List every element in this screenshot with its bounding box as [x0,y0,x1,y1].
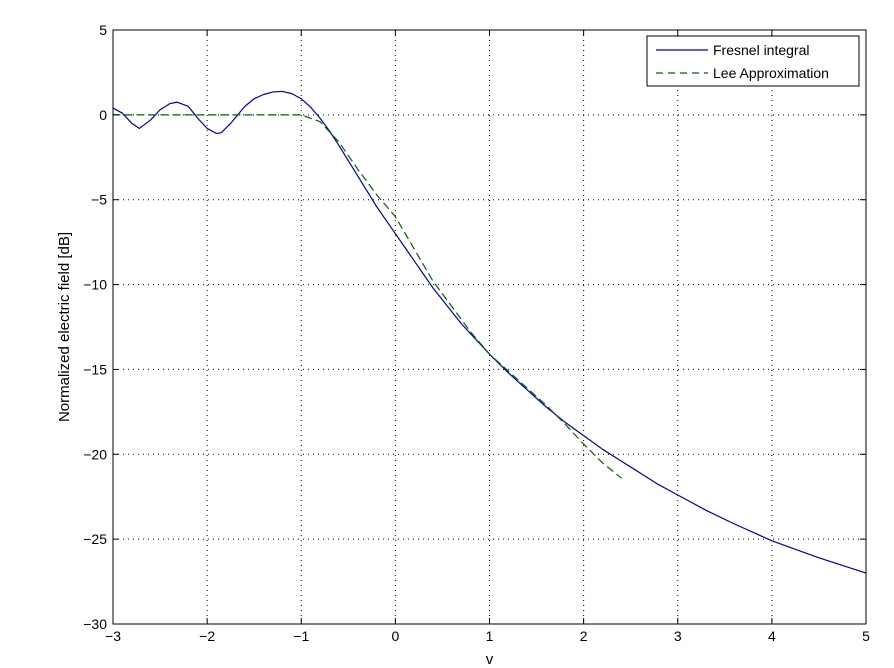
plot-area [113,30,866,624]
y-tick-label: −20 [83,446,107,462]
x-tick-label: −1 [293,628,309,644]
series-line-1 [112,114,622,479]
y-tick-label: −15 [83,361,107,377]
y-tick-label: 5 [99,22,107,38]
x-tick-label: 1 [486,628,494,644]
x-tick-label: 2 [580,628,588,644]
y-tick-label: 0 [99,107,107,123]
x-tick-label: 3 [674,628,682,644]
series-line-0 [112,90,867,574]
y-tick-label: −25 [83,531,107,547]
legend: Fresnel integral Lee Approximation [646,35,860,87]
legend-label-fresnel: Fresnel integral [713,42,810,58]
legend-box [646,35,860,87]
grid [113,30,866,624]
y-tick-label: −5 [91,192,107,208]
x-tick-label: 5 [862,628,870,644]
series-lines [112,90,867,574]
x-tick-label: 0 [391,628,399,644]
x-axis-label: v [486,651,494,668]
axis-ticks [112,29,867,625]
y-tick-label: −30 [83,616,107,632]
tick-labels: −3 −2 −1 0 1 2 3 4 5−30−25−20−15−10−505 [83,22,870,644]
y-tick-label: −10 [83,277,107,293]
x-tick-label: −2 [199,628,215,644]
x-tick-label: −3 [105,628,121,644]
legend-label-lee: Lee Approximation [713,65,829,81]
x-tick-label: 4 [768,628,776,644]
y-axis-label: Normalized electric field [dB] [56,232,73,422]
